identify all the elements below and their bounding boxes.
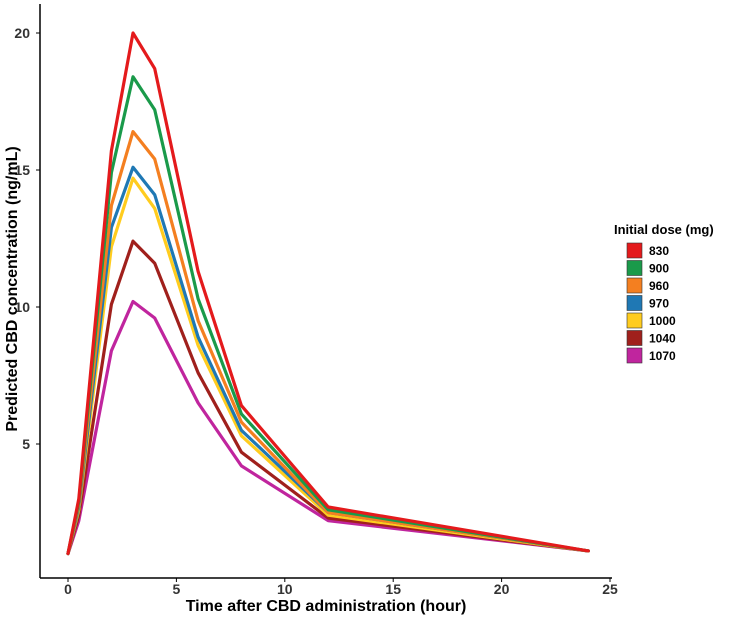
legend-swatch-960 bbox=[626, 277, 643, 294]
legend-swatch-970 bbox=[626, 295, 643, 311]
x-tick-label: 25 bbox=[602, 581, 618, 597]
y-ticks: 5 10 15 20 bbox=[14, 25, 40, 452]
legend-label-830: 830 bbox=[649, 244, 669, 258]
y-tick-label: 10 bbox=[14, 299, 30, 315]
x-axis-title: Time after CBD administration (hour) bbox=[186, 598, 467, 615]
x-tick-label: 10 bbox=[277, 581, 293, 597]
legend-swatch-830 bbox=[626, 242, 643, 259]
legend-swatch-900 bbox=[626, 260, 643, 276]
legend-swatch-1000 bbox=[626, 312, 643, 329]
legend-label-1040: 1040 bbox=[649, 332, 676, 346]
legend-label-960: 960 bbox=[649, 279, 669, 293]
legend-label-900: 900 bbox=[649, 262, 669, 276]
y-tick-label: 15 bbox=[14, 162, 30, 178]
legend: Initial dose (mg) 830 900 960 970 1000 1040 10… bbox=[614, 222, 714, 364]
x-tick-label: 0 bbox=[64, 581, 72, 597]
x-ticks: 0 5 10 15 20 25 bbox=[64, 578, 618, 597]
legend-label-1000: 1000 bbox=[649, 314, 676, 328]
legend-label-970: 970 bbox=[649, 297, 669, 311]
series-line-970 bbox=[66, 165, 590, 556]
series-line-1070 bbox=[66, 299, 590, 556]
plot-lines bbox=[66, 31, 590, 556]
x-tick-label: 20 bbox=[494, 581, 510, 597]
y-tick-label: 5 bbox=[22, 436, 30, 452]
x-tick-label: 15 bbox=[385, 581, 401, 597]
series-line-1040 bbox=[66, 239, 590, 556]
x-tick-label: 5 bbox=[173, 581, 181, 597]
legend-label-1070: 1070 bbox=[649, 349, 676, 363]
legend-items: 830 900 960 970 1000 1040 1070 bbox=[626, 242, 676, 364]
series-line-1000 bbox=[66, 176, 590, 556]
y-axis-title: Predicted CBD concentration (ng/mL) bbox=[4, 146, 21, 431]
legend-swatch-1070 bbox=[626, 347, 643, 364]
series-line-830 bbox=[66, 31, 590, 556]
legend-title: Initial dose (mg) bbox=[614, 222, 714, 237]
legend-swatch-1040 bbox=[626, 330, 643, 346]
y-tick-label: 20 bbox=[14, 25, 30, 41]
